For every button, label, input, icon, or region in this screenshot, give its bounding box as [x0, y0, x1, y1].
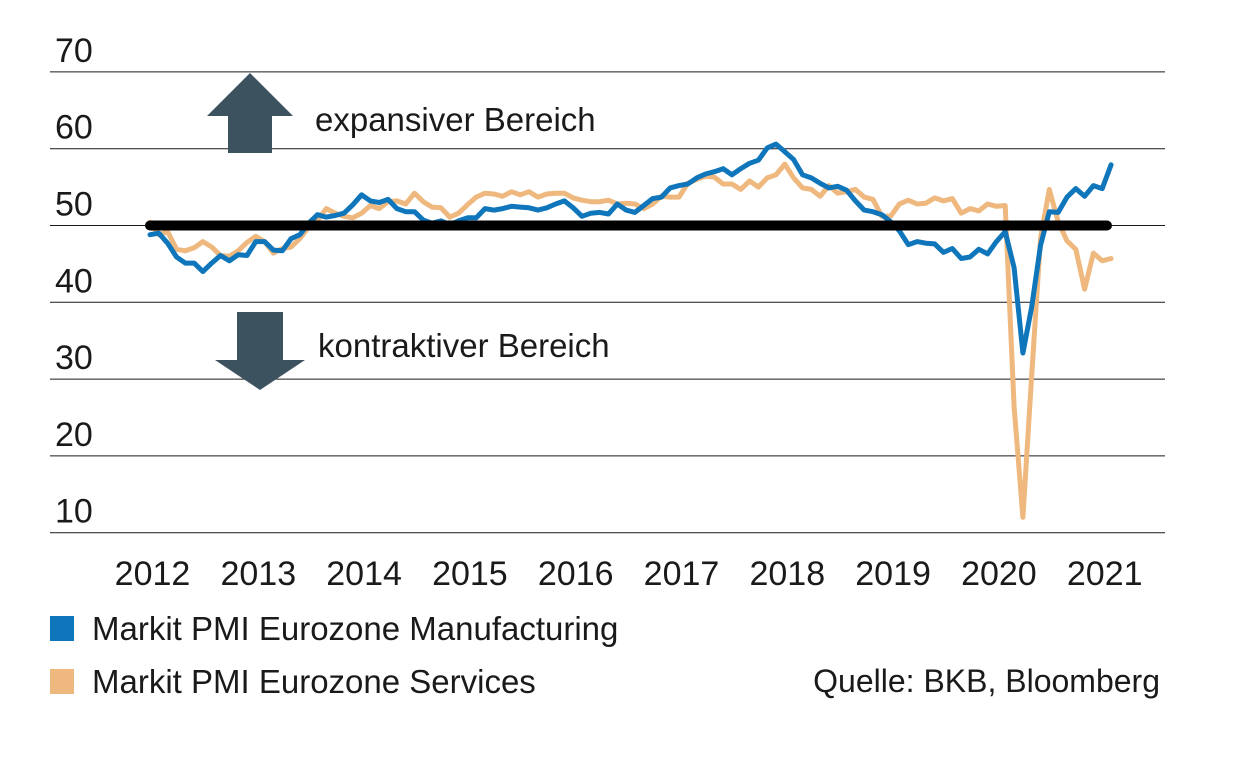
x-tick-label-2016: 2016 — [538, 555, 614, 593]
legend-item-manufacturing: Markit PMI Eurozone Manufacturing — [50, 610, 619, 647]
legend-label-services: Markit PMI Eurozone Services — [92, 663, 536, 700]
y-tick-label-40: 40 — [55, 262, 93, 300]
legend-item-services: Markit PMI Eurozone Services — [50, 663, 618, 700]
x-tick-label-2012: 2012 — [115, 555, 191, 593]
contractive-area-label: kontraktiver Bereich — [318, 327, 610, 364]
y-tick-label-50: 50 — [55, 186, 93, 224]
x-tick-label-2021: 2021 — [1067, 555, 1143, 593]
services-swatch — [50, 669, 74, 694]
x-tick-label-2019: 2019 — [855, 555, 931, 593]
axis-layer: 2012 2013 2014 2015 2016 2017 2018 2019 2020 2021 — [115, 220, 1143, 593]
y-tick-label-10: 10 — [55, 493, 93, 531]
series-layer — [147, 141, 1114, 520]
x-tick-label-2017: 2017 — [644, 555, 720, 593]
contraction-down-arrow-icon — [215, 312, 305, 390]
x-tick-label-2018: 2018 — [749, 555, 825, 593]
x-tick-label-2015: 2015 — [432, 555, 508, 593]
y-tick-label-70: 70 — [55, 32, 93, 70]
manufacturing-line — [147, 141, 1114, 356]
legend-label-manufacturing: Markit PMI Eurozone Manufacturing — [92, 610, 619, 647]
y-tick-label-60: 60 — [55, 109, 93, 147]
services-line — [147, 161, 1114, 520]
y-tick-label-30: 30 — [55, 339, 93, 377]
manufacturing-swatch — [50, 616, 74, 641]
y-tick-label-20: 20 — [55, 416, 93, 454]
x-tick-label-2013: 2013 — [220, 555, 296, 593]
grid-layer: 70 60 50 40 30 20 10 — [50, 32, 1165, 534]
source-credit: Quelle: BKB, Bloomberg — [813, 663, 1160, 699]
expansive-area-label: expansiver Bereich — [315, 101, 596, 138]
expansion-up-arrow-icon — [207, 73, 293, 153]
x-tick-label-2014: 2014 — [326, 555, 402, 593]
legend: Markit PMI Eurozone Manufacturing Markit… — [50, 610, 619, 722]
x-tick-label-2020: 2020 — [961, 555, 1037, 593]
